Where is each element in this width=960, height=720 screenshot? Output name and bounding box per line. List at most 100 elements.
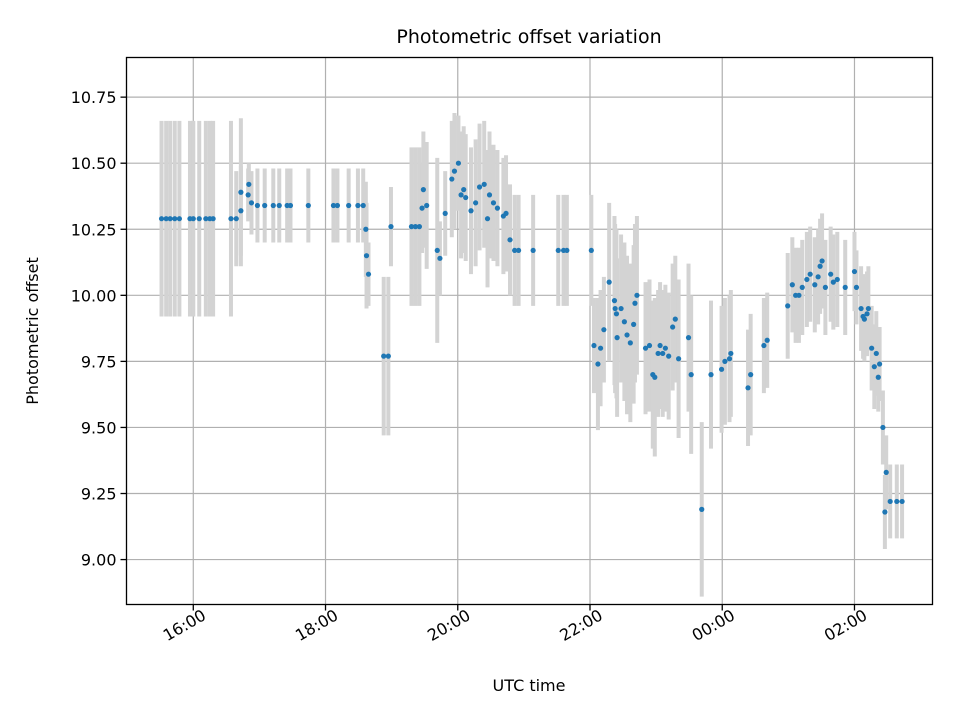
data-point [894, 498, 900, 505]
data-point [887, 498, 893, 505]
data-point [388, 224, 394, 230]
data-point [611, 298, 618, 304]
data-point [601, 327, 607, 333]
data-point [726, 356, 733, 362]
x-tick-label: 18:00 [292, 606, 341, 646]
data-point [631, 321, 637, 327]
data-point [799, 284, 805, 290]
data-point [597, 345, 604, 351]
data-point [463, 194, 469, 201]
data-point [158, 216, 165, 222]
data-point [360, 202, 366, 209]
data-point [815, 274, 821, 280]
data-point [764, 337, 770, 343]
y-tick-label: 9.50 [81, 418, 117, 437]
data-point [238, 208, 244, 214]
data-point [718, 366, 725, 372]
data-point [490, 200, 497, 206]
x-tick-label: 16:00 [160, 606, 209, 646]
data-point [203, 216, 209, 222]
data-point [785, 303, 791, 309]
y-tick-label: 10.75 [71, 88, 117, 107]
data-point [461, 187, 467, 193]
data-point [530, 247, 536, 254]
data-point [722, 358, 728, 364]
data-point [555, 247, 561, 254]
data-point [262, 202, 268, 209]
data-point [621, 319, 627, 325]
data-point [442, 210, 448, 217]
x-tick-label: 00:00 [689, 606, 738, 646]
data-point [468, 208, 474, 214]
data-point [865, 305, 871, 312]
data-point [564, 247, 570, 254]
data-point [176, 216, 182, 222]
x-tick-label: 22:00 [556, 606, 605, 646]
data-point [819, 258, 825, 264]
grid-lines [126, 57, 933, 605]
data-point [624, 332, 630, 338]
data-point [873, 350, 879, 357]
data-point [789, 282, 795, 288]
data-point [507, 237, 513, 243]
data-point [804, 276, 810, 283]
data-point [807, 271, 813, 277]
data-point [245, 192, 251, 198]
data-point [346, 202, 352, 209]
data-point [655, 350, 661, 357]
data-point [652, 374, 658, 380]
y-tick-label: 9.25 [81, 485, 117, 504]
data-point [588, 247, 594, 254]
data-point [699, 506, 705, 512]
data-point [842, 284, 848, 290]
data-point [233, 216, 239, 222]
data-point [363, 226, 369, 232]
data-point [473, 200, 479, 206]
data-point [685, 335, 692, 341]
data-point [613, 311, 620, 317]
data-point [748, 372, 754, 378]
data-point [484, 216, 491, 222]
data-point [167, 216, 173, 222]
data-point [449, 176, 455, 182]
data-point [172, 216, 178, 222]
data-point [238, 189, 244, 195]
data-point [270, 202, 276, 209]
data-point [196, 216, 202, 222]
data-point [455, 160, 462, 166]
data-point [591, 342, 597, 349]
data-point [503, 210, 509, 217]
data-point [761, 342, 767, 349]
data-point [875, 374, 881, 380]
data-point [861, 316, 867, 322]
data-point [365, 271, 372, 277]
y-tick-label: 10.00 [71, 286, 117, 305]
data-point [163, 216, 169, 222]
data-point [627, 340, 633, 346]
data-point [612, 305, 618, 312]
data-point [420, 187, 426, 193]
data-point [822, 284, 828, 290]
data-point [745, 385, 751, 391]
data-point [899, 498, 905, 505]
data-point [871, 364, 877, 370]
plot-frame [125, 56, 934, 606]
data-point [606, 279, 612, 285]
data-point [688, 372, 694, 378]
y-tick-label: 10.25 [71, 220, 117, 239]
data-point [830, 279, 836, 285]
data-point [486, 192, 493, 198]
data-point [869, 345, 875, 351]
data-point [476, 184, 483, 190]
data-point [512, 247, 518, 254]
data-point [408, 224, 415, 230]
data-points [158, 160, 905, 515]
data-point [642, 345, 649, 351]
data-point [864, 311, 870, 317]
data-point [646, 342, 653, 349]
data-point [595, 361, 601, 367]
data-point [858, 305, 864, 312]
x-tick-label: 20:00 [424, 606, 473, 646]
data-point [330, 202, 337, 209]
data-point [853, 284, 860, 290]
